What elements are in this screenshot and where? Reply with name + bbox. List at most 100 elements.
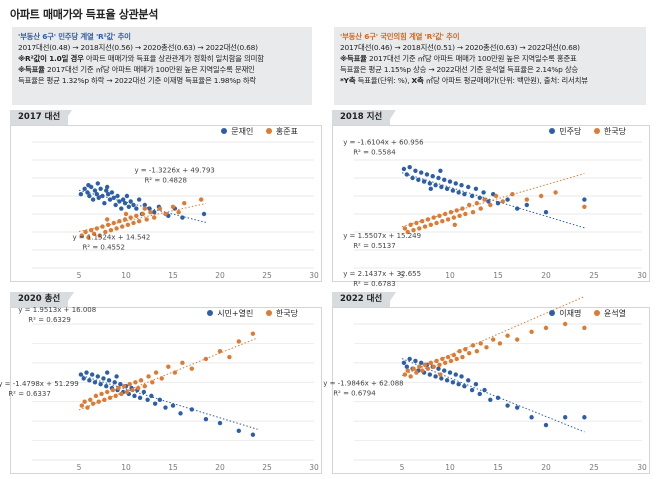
r2-label: R² = 0.5137 (353, 242, 395, 250)
data-point (474, 349, 480, 354)
data-point (460, 354, 465, 360)
data-point (440, 219, 445, 224)
x-tick-label: 10 (445, 463, 455, 472)
data-point (459, 374, 464, 379)
data-point (163, 211, 168, 217)
info-right-note1b: 득표율은 평균 1.15%p 상승 → 2022대선 기준 윤석열 득표율은 2… (340, 65, 579, 74)
data-point (95, 374, 101, 379)
data-point (539, 193, 544, 199)
trendline (401, 296, 585, 377)
data-point (484, 345, 489, 350)
data-point (114, 226, 119, 231)
r2-label: R² = 0.6329 (28, 316, 70, 324)
data-point (407, 356, 412, 362)
x-tick-label: 25 (589, 463, 599, 472)
data-point (414, 370, 419, 375)
data-point (85, 190, 90, 195)
data-point (148, 210, 153, 215)
data-point (427, 372, 433, 377)
data-point (437, 213, 442, 218)
r2-label: R² = 0.6794 (333, 389, 376, 397)
data-point (110, 387, 116, 393)
x-tick-label: 15 (493, 463, 503, 472)
data-point (493, 193, 499, 199)
data-point (425, 366, 431, 371)
x-tick-label: 10 (445, 271, 455, 280)
data-point (413, 168, 418, 173)
data-point (142, 202, 147, 208)
data-point (437, 362, 442, 367)
data-point (137, 395, 143, 401)
info-right-note1: ※득표율 2017대선 기준 ㎡당 아파트 매매가 100만원 높은 지역일수록… (340, 53, 640, 64)
info-right-note2-label: *Y축 (340, 76, 356, 85)
x-tick-label: 30 (309, 271, 319, 280)
data-point (92, 188, 98, 193)
data-point (488, 202, 493, 208)
chart-frame (10, 307, 322, 474)
data-point (78, 372, 84, 377)
data-point (120, 224, 125, 229)
data-point (94, 226, 100, 231)
legend-item: 한국당 (593, 127, 626, 136)
data-point (477, 391, 482, 397)
legend-item: 윤석열 (593, 309, 626, 318)
legend-dot (549, 310, 556, 316)
data-point (166, 364, 171, 369)
data-point (495, 395, 501, 401)
data-point (250, 331, 256, 336)
data-point (410, 175, 415, 181)
data-point (227, 354, 232, 360)
data-point (401, 166, 407, 172)
data-point (170, 204, 176, 209)
data-point (128, 215, 133, 220)
data-point (84, 370, 89, 375)
data-point (553, 190, 558, 195)
data-point (81, 376, 86, 381)
data-point (145, 397, 150, 402)
data-point (482, 197, 487, 202)
data-point (425, 217, 431, 222)
data-point (543, 210, 549, 215)
data-point (456, 190, 461, 195)
data-point (448, 210, 454, 215)
data-point (87, 378, 92, 383)
legend-item: 한국당 (265, 309, 298, 318)
x-tick-label: 10 (121, 463, 131, 472)
info-right-note1-text: 2017대선 기준 ㎡당 아파트 매매가 100만원 높은 지역일수록 홍준표 (368, 54, 577, 63)
equation-label: y = -1.9846x + 62.088 (323, 379, 403, 387)
chart-legend: 이재명 윤석열 (549, 308, 636, 319)
data-point (524, 197, 529, 202)
data-point (439, 376, 444, 381)
x-tick-label: 25 (262, 463, 272, 472)
legend-label: 윤석열 (603, 309, 626, 318)
x-tick-label: 30 (309, 463, 319, 472)
x-tick-label: 5 (77, 463, 82, 472)
data-point (170, 403, 176, 408)
data-point (102, 201, 107, 206)
data-point (419, 360, 424, 366)
data-point (147, 206, 152, 211)
data-point (203, 356, 209, 362)
data-point (495, 201, 501, 206)
data-point (515, 337, 520, 342)
info-left-note1: ※R²값이 1.0일 경우 아파트 매매가와 득표율 상관관계가 정확히 일치함… (18, 53, 306, 64)
data-point (401, 360, 407, 366)
x-tick-label: 20 (215, 463, 225, 472)
data-point (180, 215, 185, 220)
data-point (96, 195, 101, 200)
info-left-trend: 2017대선(0.48) → 2018지선(0.56) → 2020총선(0.6… (18, 43, 258, 52)
data-point (462, 383, 467, 389)
data-point (462, 192, 467, 197)
data-point (217, 349, 223, 354)
r2-label: R² = 0.4828 (144, 176, 186, 184)
data-point (445, 217, 451, 222)
r2-label: R² = 0.5584 (353, 148, 396, 156)
data-point (452, 222, 457, 227)
data-point (152, 215, 157, 220)
data-point (419, 368, 425, 373)
data-point (107, 197, 113, 202)
data-point (140, 211, 146, 217)
legend-label: 문재인 (231, 127, 254, 136)
data-point (236, 428, 241, 434)
data-point (404, 172, 409, 177)
